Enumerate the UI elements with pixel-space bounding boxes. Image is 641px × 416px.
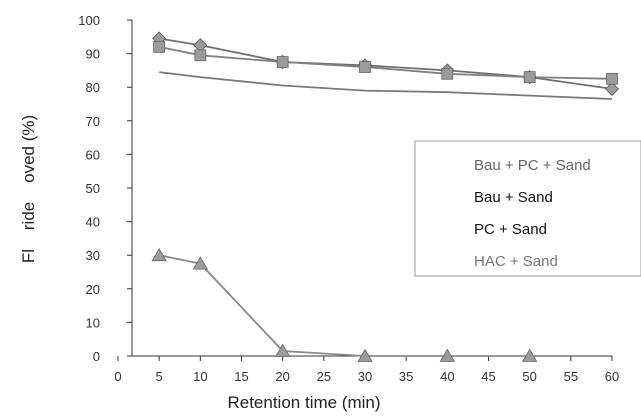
x-tick-label: 0 (114, 369, 121, 384)
y-tick-label: 0 (93, 349, 100, 364)
data-point-triangle (192, 256, 209, 270)
x-tick-label: 30 (358, 369, 372, 384)
series-bau-pc-sand (159, 71, 613, 100)
series-bau-sand (152, 31, 620, 96)
data-point-diamond (604, 81, 620, 96)
series-pc-sand (153, 40, 618, 85)
x-tick-label: 55 (564, 369, 578, 384)
data-point-square (153, 40, 166, 53)
y-axis-title: Fl ride oved (%) (19, 115, 38, 263)
legend-label: PC + Sand (474, 221, 547, 238)
data-point-triangle (521, 348, 538, 362)
series-line (159, 254, 530, 357)
x-tick-label: 20 (275, 369, 289, 384)
data-point-triangle (439, 348, 456, 362)
legend-label: Bau + Sand (474, 189, 553, 206)
data-point-square (359, 61, 371, 73)
data-point-triangle (357, 348, 373, 362)
y-tick-label: 80 (86, 80, 100, 95)
y-tick-label: 40 (86, 215, 100, 230)
data-point-square (523, 71, 536, 84)
x-tick-label: 35 (399, 369, 413, 384)
y-tick-label: 50 (86, 181, 100, 196)
x-tick-label: 25 (317, 369, 331, 384)
legend-label: Bau + PC + Sand (474, 157, 591, 174)
y-tick-label: 20 (86, 282, 100, 297)
y-tick-label: 100 (78, 13, 100, 28)
data-point-square (441, 67, 454, 80)
x-tick-label: 10 (193, 369, 207, 384)
y-tick-label: 10 (86, 315, 100, 330)
x-tick-label: 45 (481, 369, 495, 384)
x-tick-label: 5 (156, 369, 163, 384)
series-line (159, 46, 613, 80)
data-point-triangle (151, 247, 167, 262)
x-axis-title: Retention time (min) (227, 393, 380, 412)
series-hac-sand (151, 247, 538, 362)
x-axis-ticks: 0 5 10 15 20 25 30 35 40 45 50 55 60 (114, 356, 619, 384)
y-tick-label: 90 (86, 47, 100, 62)
y-axis-ticks: 0 10 20 30 40 50 60 70 80 90 100 (78, 13, 132, 364)
x-tick-label: 40 (440, 369, 454, 384)
data-point-square (606, 72, 618, 85)
legend: Bau + PC + Sand Bau + Sand PC + Sand HAC + … (414, 140, 641, 277)
y-tick-label: 70 (86, 114, 100, 129)
y-tick-label: 30 (86, 248, 100, 263)
x-tick-label: 15 (234, 369, 248, 384)
series-layer (151, 31, 620, 362)
series-line (159, 37, 613, 90)
data-point-square (194, 49, 207, 62)
x-tick-label: 60 (605, 369, 619, 384)
data-point-triangle (274, 343, 291, 357)
y-tick-label: 60 (86, 147, 100, 162)
legend-label: HAC + Sand (474, 253, 558, 270)
x-tick-label: 50 (522, 369, 536, 384)
data-point-square (276, 56, 289, 68)
series-line (159, 71, 613, 100)
legend-box (414, 140, 641, 277)
